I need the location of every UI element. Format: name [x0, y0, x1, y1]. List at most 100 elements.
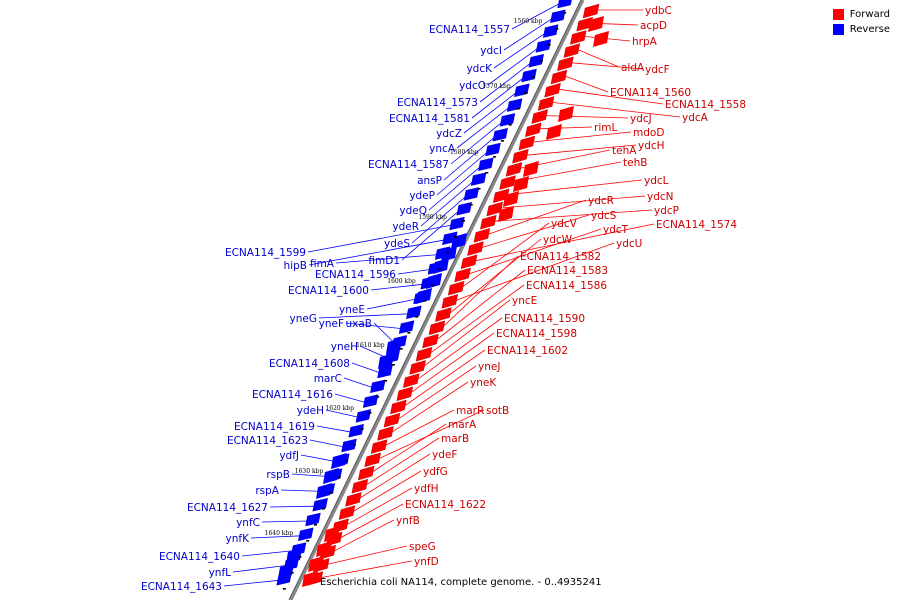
gene-arrow-forward[interactable]	[588, 16, 604, 32]
gene-label-reverse[interactable]: yneE	[339, 304, 365, 316]
gene-arrow-forward[interactable]	[428, 320, 446, 336]
gene-arrow-forward[interactable]	[402, 373, 420, 388]
gene-arrow-forward[interactable]	[523, 161, 539, 177]
gene-label-reverse[interactable]: rspB	[266, 469, 290, 481]
gene-label-forward[interactable]: ECNA114_1558	[665, 99, 746, 111]
gene-label-forward[interactable]: ydcJ	[630, 113, 652, 125]
gene-label-forward[interactable]: ECNA114_1574	[656, 219, 737, 231]
gene-label-reverse[interactable]: ydcO	[459, 80, 486, 92]
gene-arrow-forward[interactable]	[546, 124, 562, 140]
gene-arrow-forward[interactable]	[435, 307, 452, 322]
gene-arrow-forward[interactable]	[518, 135, 536, 151]
gene-label-reverse[interactable]: ydcK	[466, 63, 493, 75]
gene-label-forward[interactable]: rimL	[594, 122, 617, 134]
gene-label-forward[interactable]: ydcW	[543, 234, 573, 246]
gene-label-reverse[interactable]: ECNA114_1623	[227, 435, 308, 447]
gene-label-reverse[interactable]: ydeQ	[399, 205, 427, 217]
gene-label-forward[interactable]: tehB	[623, 157, 647, 169]
gene-arrow-reverse[interactable]	[362, 394, 379, 408]
gene-label-reverse[interactable]: ynfC	[236, 517, 260, 529]
gene-arrow-reverse[interactable]	[386, 338, 402, 354]
gene-arrow-forward[interactable]	[358, 465, 375, 481]
gene-arrow-forward[interactable]	[383, 412, 401, 428]
gene-arrow-forward[interactable]	[377, 426, 394, 441]
gene-arrow-forward[interactable]	[512, 148, 529, 164]
gene-label-forward[interactable]: acpD	[640, 20, 667, 32]
gene-label-forward[interactable]: yneJ	[478, 361, 500, 373]
gene-arrow-reverse[interactable]	[370, 379, 386, 394]
gene-label-reverse[interactable]: ECNA114_1643	[141, 581, 222, 593]
gene-arrow-reverse[interactable]	[542, 24, 559, 38]
gene-label-reverse[interactable]: marC	[314, 373, 342, 385]
gene-label-forward[interactable]: sotB	[486, 405, 509, 417]
gene-arrow-reverse[interactable]	[341, 438, 357, 453]
gene-arrow-forward[interactable]	[550, 69, 568, 85]
gene-arrow-forward[interactable]	[460, 254, 478, 270]
gene-arrow-reverse[interactable]	[278, 563, 294, 579]
gene-arrow-reverse[interactable]	[514, 83, 530, 98]
gene-arrow-forward[interactable]	[531, 109, 548, 124]
gene-arrow-forward[interactable]	[316, 541, 332, 557]
gene-label-forward[interactable]: ECNA114_1590	[504, 313, 585, 325]
gene-arrow-forward[interactable]	[503, 191, 519, 207]
gene-label-forward[interactable]: ynfD	[414, 556, 439, 568]
gene-arrow-forward[interactable]	[370, 439, 388, 454]
gene-label-reverse[interactable]: ECNA114_1587	[368, 159, 449, 171]
gene-label-forward[interactable]: yneK	[470, 377, 497, 389]
gene-label-forward[interactable]: ECNA114_1598	[496, 328, 577, 340]
gene-label-reverse[interactable]: ydeP	[409, 190, 435, 202]
gene-arrow-forward[interactable]	[351, 478, 369, 494]
gene-arrow-reverse[interactable]	[441, 246, 457, 262]
gene-label-reverse[interactable]: ECNA114_1599	[225, 247, 306, 259]
gene-arrow-reverse[interactable]	[348, 423, 364, 438]
gene-label-reverse[interactable]: ydeS	[384, 238, 410, 250]
gene-label-forward[interactable]: tehA	[612, 145, 637, 157]
gene-label-reverse[interactable]: yncA	[429, 143, 456, 155]
gene-arrow-reverse[interactable]	[416, 288, 432, 304]
gene-arrow-reverse[interactable]	[506, 98, 523, 112]
gene-arrow-forward[interactable]	[582, 3, 600, 19]
gene-arrow-reverse[interactable]	[449, 216, 465, 231]
gene-label-reverse[interactable]: rspA	[255, 485, 279, 497]
gene-label-forward[interactable]: ydcU	[616, 238, 642, 250]
gene-arrow-forward[interactable]	[525, 122, 542, 138]
gene-arrow-reverse[interactable]	[355, 409, 372, 423]
gene-arrow-forward[interactable]	[467, 241, 484, 256]
gene-arrow-reverse[interactable]	[528, 53, 545, 68]
gene-label-forward[interactable]: ydfH	[414, 483, 438, 495]
gene-arrow-forward[interactable]	[441, 294, 459, 309]
gene-label-reverse[interactable]: yneF	[319, 318, 344, 330]
gene-arrow-reverse[interactable]	[305, 512, 321, 527]
gene-label-reverse[interactable]: ydfJ	[279, 450, 299, 462]
gene-label-reverse[interactable]: ydeH	[297, 405, 324, 417]
gene-label-reverse[interactable]: ECNA114_1640	[159, 551, 240, 563]
gene-label-reverse[interactable]: ydcZ	[436, 128, 462, 140]
gene-arrow-reverse[interactable]	[331, 453, 347, 469]
gene-label-reverse[interactable]: ansP	[417, 175, 442, 187]
gene-label-reverse[interactable]: ECNA114_1573	[397, 97, 478, 109]
gene-label-forward[interactable]: ECNA114_1582	[520, 251, 601, 263]
gene-arrow-reverse[interactable]	[323, 468, 339, 484]
gene-label-forward[interactable]: ydcH	[638, 140, 665, 152]
gene-label-forward[interactable]: ydcF	[645, 64, 670, 76]
gene-label-forward[interactable]: ydcR	[588, 195, 614, 207]
gene-arrow-reverse[interactable]	[557, 0, 573, 9]
gene-label-reverse[interactable]: ECNA114_1619	[234, 421, 315, 433]
gene-arrow-reverse[interactable]	[550, 9, 566, 24]
gene-label-forward[interactable]: marA	[448, 419, 477, 431]
gene-arrow-forward[interactable]	[537, 96, 555, 111]
gene-label-reverse[interactable]: ECNA114_1627	[187, 502, 268, 514]
gene-label-forward[interactable]: ydcP	[654, 205, 679, 217]
gene-arrow-reverse[interactable]	[521, 68, 537, 83]
gene-arrow-reverse[interactable]	[426, 273, 442, 289]
gene-arrow-forward[interactable]	[557, 56, 574, 72]
gene-label-forward[interactable]: ECNA114_1560	[610, 87, 691, 99]
gene-arrow-forward[interactable]	[364, 452, 381, 468]
gene-arrow-reverse[interactable]	[316, 483, 332, 499]
gene-label-forward[interactable]: ydfG	[423, 466, 448, 478]
gene-label-reverse[interactable]: ECNA114_1608	[269, 358, 350, 370]
gene-arrow-reverse[interactable]	[298, 527, 314, 542]
gene-arrow-forward[interactable]	[447, 280, 465, 296]
gene-label-reverse[interactable]: ECNA114_1600	[288, 285, 369, 297]
gene-arrow-forward[interactable]	[513, 176, 529, 192]
